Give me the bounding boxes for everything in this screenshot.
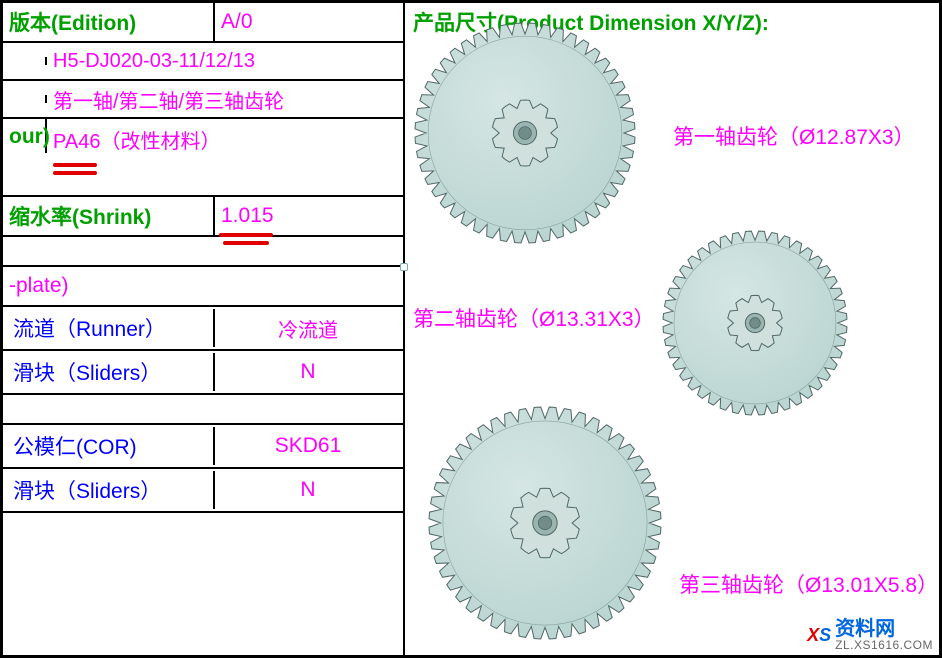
sliders1-value: N [215,360,401,384]
part-name: 第一轴/第二轴/第三轴齿轮 [47,81,290,118]
row-edition: 版本(Edition) A/0 [3,3,403,43]
gear-icon [410,18,640,248]
gear-2 [658,226,852,425]
watermark-url: ZL.XS1616.COM [835,639,933,651]
edition-value: A/0 [215,6,401,38]
red-underline [219,233,273,237]
gap-2 [3,395,403,425]
row-colour: our) PA46（改性材料） [3,119,403,197]
gear-3 [424,402,666,649]
left-panel: 版本(Edition) A/0 H5-DJ020-03-11/12/13 第一轴… [3,3,403,655]
right-panel: 产品尺寸(Product Dimension X/Y/Z): 第一轴齿轮（Ø12… [403,3,942,655]
gears-area: 第一轴齿轮（Ø12.87X3） 第二轴齿轮（Ø13.31X3） 第三轴齿轮（Ø1… [405,3,942,655]
gear-label-2: 第二轴齿轮（Ø13.31X3） [413,303,655,333]
colour-value: PA46（改性材料） [47,119,226,160]
red-underline [53,163,97,167]
watermark-logo: XS [807,625,831,646]
shrink-label: 缩水率(Shrink) [3,197,215,235]
row-shrink: 缩水率(Shrink) 1.015 [3,197,403,237]
gap [3,237,403,267]
gear-icon [424,402,666,644]
gear-icon [658,226,852,420]
sliders2-label: 滑块（Sliders） [3,471,215,509]
logo-x: X [807,625,819,645]
edition-label: 版本(Edition) [3,3,215,41]
cor-label: 公模仁(COR) [3,427,215,465]
row-partno: H5-DJ020-03-11/12/13 [3,43,403,81]
red-underline [223,241,269,245]
cor-value: SKD61 [215,434,401,458]
sliders1-label: 滑块（Sliders） [3,353,215,391]
sliders2-value: N [215,478,401,502]
resize-handle-icon [400,263,408,271]
row-runner: 流道（Runner） 冷流道 [3,307,403,351]
runner-label: 流道（Runner） [3,309,215,347]
plate-label: -plate) [3,270,75,302]
watermark-cn: 资料网 [835,619,895,639]
row-partname: 第一轴/第二轴/第三轴齿轮 [3,81,403,119]
shrink-value: 1.015 [215,200,280,232]
gear-label-3: 第三轴齿轮（Ø13.01X5.8） [679,569,938,599]
row-sliders-1: 滑块（Sliders） N [3,351,403,395]
watermark: XS 资料网 ZL.XS1616.COM [807,619,933,651]
colour-label: our) [3,119,47,153]
logo-s: S [819,625,831,645]
part-number: H5-DJ020-03-11/12/13 [47,46,261,77]
gear-1 [410,18,640,253]
row-plate: -plate) [3,267,403,307]
row-cor: 公模仁(COR) SKD61 [3,425,403,469]
gear-label-1: 第一轴齿轮（Ø12.87X3） [673,121,915,151]
red-underline [53,171,97,175]
row-sliders-2: 滑块（Sliders） N [3,469,403,513]
runner-value: 冷流道 [215,314,401,343]
